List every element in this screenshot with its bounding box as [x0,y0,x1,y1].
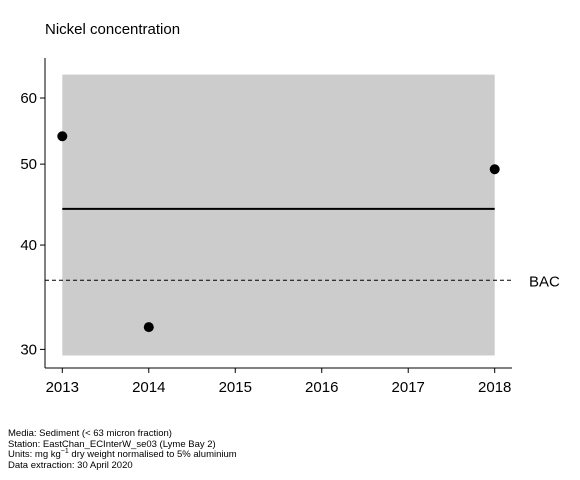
y-tick-label: 50 [20,156,37,173]
data-point [143,322,154,333]
y-tick-label: 30 [20,341,37,358]
caption-units-suffix: dry weight normalised to 5% aluminium [68,449,237,461]
y-tick-label: 60 [20,90,37,107]
bac-label: BAC [529,273,560,290]
y-ticks: 30 40 50 60 [20,90,45,358]
chart-title: Nickel concentration [45,21,180,38]
x-tick-label: 2016 [305,379,338,396]
x-tick-label: 2017 [392,379,425,396]
x-tick-label: 2013 [46,379,79,396]
x-tick-label: 2015 [219,379,252,396]
y-tick-label: 40 [20,237,37,254]
caption-extraction: Data extraction: 30 April 2020 [8,459,133,471]
data-point [489,164,500,175]
x-ticks: 2013 2014 2015 2016 2017 2018 [46,368,511,396]
confidence-band [62,74,495,356]
caption: Media: Sediment (< 63 micron fraction) S… [8,428,237,471]
caption-units-prefix: Units: mg kg [8,449,61,461]
caption-station: Station: EastChan_ECInterW_se03 (Lyme Ba… [8,438,216,450]
data-point [57,131,68,142]
caption-units-exponent: −1 [60,448,69,456]
data-points [57,131,500,333]
caption-units: Units: mg kg−1 dry weight normalised to … [8,448,237,461]
x-tick-label: 2018 [478,379,511,396]
caption-media: Media: Sediment (< 63 micron fraction) [8,428,172,439]
x-tick-label: 2014 [132,379,165,396]
